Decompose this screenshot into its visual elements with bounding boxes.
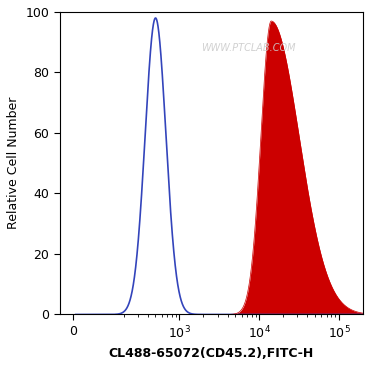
Text: WWW.PTCLAB.COM: WWW.PTCLAB.COM [201, 43, 295, 53]
X-axis label: CL488-65072(CD45.2),FITC-H: CL488-65072(CD45.2),FITC-H [109, 347, 314, 360]
Y-axis label: Relative Cell Number: Relative Cell Number [7, 97, 20, 229]
